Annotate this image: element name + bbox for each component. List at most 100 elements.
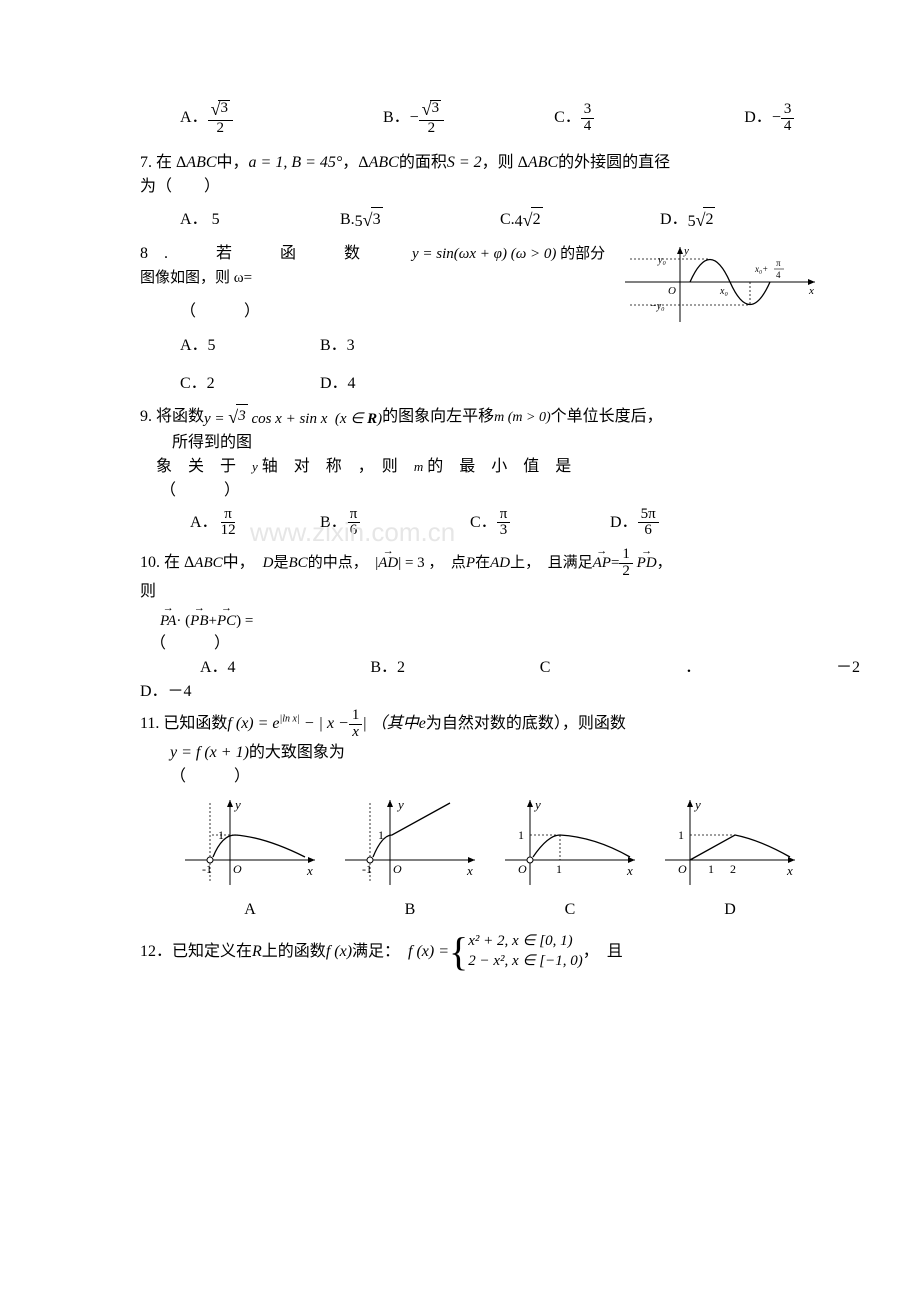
fraction: 3 4 (781, 102, 795, 135)
math: S = 2 (447, 151, 482, 175)
svg-text:O: O (393, 862, 402, 876)
blank: （ ） (170, 765, 820, 789)
vec-pb: PB (190, 610, 208, 633)
text: 中， (217, 151, 249, 175)
q9-options: www.zixin.com.cn A． π12 B． π6 C． π3 D． 5… (190, 507, 820, 540)
q11-graphs: y x O 1 -1 A y x O 1 -1 (180, 795, 820, 922)
svg-text:y: y (396, 797, 404, 812)
q10-stem: 10. 在 ΔABC 中， D是BC的中点， | AD | = 3 ， 点 P在… (140, 547, 820, 580)
svg-text:1: 1 (678, 828, 684, 842)
svg-text:O: O (518, 862, 527, 876)
svg-text:1: 1 (708, 862, 714, 876)
opt-label: A． (190, 511, 218, 535)
svg-text:x: x (786, 863, 793, 878)
var: P (466, 552, 475, 575)
math: y = sin(ωx + φ) (ω > 0) (412, 246, 560, 262)
q10-opt-b: B．2 (370, 656, 405, 680)
text: 12．已知定义在 (140, 940, 252, 964)
q10-opt-c-label: C (540, 656, 551, 680)
q11-graph-a: y x O 1 -1 A (180, 795, 320, 922)
q7-opt-b: B. 5√3 (340, 207, 500, 234)
sign: − (410, 106, 419, 130)
svg-text:y: y (533, 797, 541, 812)
q10-opt-a: A．4 (200, 656, 236, 680)
opt-label: D． (610, 511, 638, 535)
vec-pa: PA (160, 610, 176, 633)
text: · ( (176, 610, 190, 633)
text: 所得到的图 (140, 431, 820, 455)
q6-options: A． √3 2 B． − √3 2 C． 3 4 D． − 3 4 (180, 100, 820, 137)
text: 象 关 于 (140, 458, 252, 475)
graph-label: C (500, 898, 640, 922)
graph-label: A (180, 898, 320, 922)
text: ) = (236, 610, 253, 633)
svg-text:y: y (233, 797, 241, 812)
q9-line3: 象 关 于 y 轴 对 称 ， 则 m 的 最 小 值 是 (140, 455, 780, 479)
opt-val: 5√3 (355, 207, 383, 234)
opt-label: A． (180, 106, 208, 130)
var: e (419, 712, 426, 736)
q7-opt-a: A． 5 (180, 208, 340, 232)
svg-text:x: x (466, 863, 473, 878)
var: AD (378, 555, 398, 571)
q9: 9. 将函数 y = √3 cos x + sin x (x ∈ R) 的图象向… (140, 404, 820, 540)
blank: （ ） (180, 300, 620, 324)
svg-text:O: O (678, 862, 687, 876)
fraction: √3 2 (208, 100, 233, 137)
q7-stem2: 为（ ） (140, 175, 820, 199)
q11-graph-d: y x O 1 1 2 D (660, 795, 800, 922)
var: ABC (194, 552, 222, 575)
vec-pc: PC (217, 610, 236, 633)
q8-opt-c: C．2 (180, 372, 320, 396)
q7-opt-c: C. 4√2 (500, 207, 660, 234)
blank: （ ） (160, 479, 820, 503)
opt-label: D． (660, 208, 688, 232)
case2: 2 − x², x ∈ [−1, 0) (468, 952, 582, 972)
svg-text:2: 2 (730, 862, 736, 876)
text: 的中点， | (308, 552, 379, 575)
q7-stem: 7. 在 ΔABC 中， a = 1, B = 45° ，ΔABC 的面积 S … (140, 151, 820, 175)
q8-graph: y x O y₀ −y₀ x₀ x₀+ π 4 (620, 242, 820, 327)
var: AD (490, 552, 510, 575)
q12: 12．已知定义在 R 上的函数 f (x) 满足： f (x) = { x² +… (140, 932, 820, 972)
q11-graph-c: y x O 1 1 C (500, 795, 640, 922)
opt-label: C． (470, 511, 497, 535)
blank: （ ） (150, 632, 820, 656)
text: 的 最 小 值 是 (423, 458, 571, 475)
text: 个单位长度后， (551, 405, 663, 429)
text: = (611, 552, 619, 575)
text: ， (657, 552, 672, 575)
graph-label: B (340, 898, 480, 922)
q8: 8. 若 函 数 y = sin(ωx + φ) (ω > 0) 的部分图像如图… (140, 242, 820, 396)
q6-opt-c: C． 3 4 (554, 102, 594, 135)
text: 是 (274, 552, 289, 575)
pi4-num: π (776, 258, 781, 268)
text: ，则 Δ (482, 151, 528, 175)
q7-opt-d: D． 5√2 (660, 207, 715, 234)
fraction: 3 4 (581, 102, 595, 135)
opt-val: 5 (212, 208, 220, 232)
opt-val: 4√2 (515, 207, 543, 234)
var: PB (190, 613, 208, 629)
text: 10. 在 Δ (140, 551, 194, 575)
brace-icon: { (449, 932, 468, 972)
origin-label: O (668, 285, 676, 297)
var: ABC (186, 151, 216, 175)
svg-text:y: y (693, 797, 701, 812)
opt-val: 5√2 (688, 207, 716, 234)
text: 满足： (352, 940, 408, 964)
text: + (208, 610, 216, 633)
x0-label: x₀ (719, 286, 728, 297)
text: 7. 在 Δ (140, 151, 186, 175)
q9-opt-d: D． 5π6 (610, 507, 659, 540)
math: a = 1, B = 45° (249, 151, 343, 175)
text: 的大致图象为 (249, 741, 345, 765)
opt-label: B. (340, 208, 355, 232)
text: 在 (475, 552, 490, 575)
var: PD (637, 555, 657, 571)
q7: 7. 在 ΔABC 中， a = 1, B = 45° ，ΔABC 的面积 S … (140, 151, 820, 234)
q10: 10. 在 ΔABC 中， D是BC的中点， | AD | = 3 ， 点 P在… (140, 547, 820, 704)
q9-opt-b: B． π6 (320, 507, 470, 540)
q8-opt-b: B．3 (320, 334, 355, 358)
text: ，Δ (342, 151, 368, 175)
